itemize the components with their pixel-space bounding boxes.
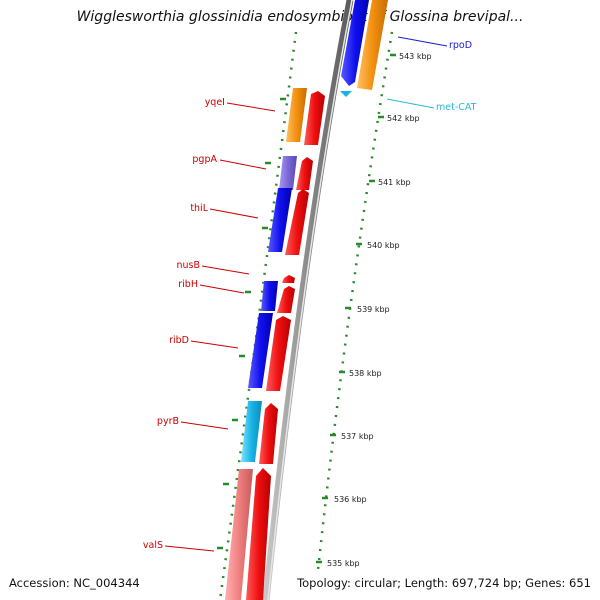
gene-label-rpod: rpoD: [449, 40, 472, 51]
gene-label-pgpa: pgpA: [192, 154, 217, 165]
gene-feature-pyrb-red[interactable]: [259, 403, 278, 464]
gene-feature-vals-red[interactable]: [246, 468, 271, 600]
gene-feature-pyrb-cyan[interactable]: [241, 401, 262, 462]
gene-feature-rpod-blue[interactable]: [341, 0, 369, 86]
gene-feature-rpod-orange[interactable]: [357, 0, 388, 90]
accession-text: Accession: NC_004344: [9, 576, 140, 590]
gene-label-yqei: yqeI: [205, 97, 225, 108]
gene-feature-thil-blue[interactable]: [268, 188, 292, 252]
gene-label-vals: valS: [143, 540, 163, 551]
gene-label-nusb: nusB: [176, 260, 200, 271]
outer-ticks: [316, 53, 396, 564]
gene-feature-vals-pink[interactable]: [225, 469, 253, 600]
gene-feature-pgpa-red[interactable]: [296, 157, 313, 190]
gene-label-ribh: ribH: [178, 279, 198, 290]
gene-label-met-cat: met-CAT: [436, 102, 477, 113]
genome-backbone-highlight: [267, 0, 353, 600]
gene-label-thil: thiL: [190, 203, 208, 214]
scale-label-543: 543 kbp: [399, 52, 432, 61]
scale-label-535: 535 kbp: [327, 559, 360, 568]
gene-label-ribd: ribD: [169, 335, 189, 346]
gene-feature-thil-red[interactable]: [285, 189, 309, 255]
inner-ticks: [217, 97, 286, 550]
scale-label-537: 537 kbp: [341, 432, 374, 441]
met-cat-marker[interactable]: [340, 91, 352, 97]
scale-label-539: 539 kbp: [357, 305, 390, 314]
map-title: Wigglesworthia glossinidia endosymbiont …: [76, 9, 524, 25]
gene-feature-ribh-blue[interactable]: [261, 281, 278, 311]
gene-feature-nusb-red[interactable]: [282, 275, 295, 283]
gene-feature-ribh-red[interactable]: [277, 286, 295, 313]
scale-label-542: 542 kbp: [387, 114, 420, 123]
scale-label-540: 540 kbp: [367, 241, 400, 250]
gene-label-pyrb: pyrB: [157, 416, 179, 427]
gene-feature-yqei-orange[interactable]: [286, 88, 307, 142]
gene-feature-ribd-red[interactable]: [266, 316, 291, 391]
gene-feature-pgpa-purple[interactable]: [279, 156, 297, 190]
scale-label-538: 538 kbp: [349, 369, 382, 378]
label-leaders: [164, 36, 448, 552]
scale-label-536: 536 kbp: [334, 495, 367, 504]
gene-feature-yqei-red[interactable]: [304, 91, 325, 145]
genome-backbone: [262, 0, 354, 600]
scale-label-541: 541 kbp: [378, 178, 411, 187]
gene-feature-ribd-blue[interactable]: [248, 313, 273, 388]
topology-text: Topology: circular; Length: 697,724 bp; …: [297, 576, 591, 590]
